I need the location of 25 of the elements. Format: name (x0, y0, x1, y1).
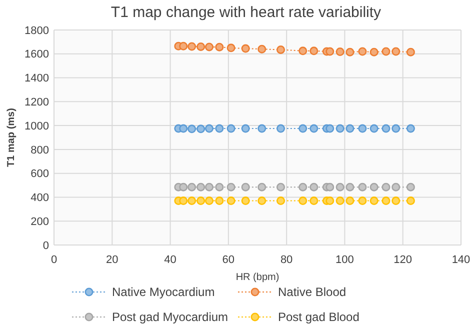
x-tick-label: 100 (336, 254, 354, 266)
y-tick-label: 1200 (24, 96, 49, 109)
x-tick-label: 60 (222, 254, 235, 266)
y-tick-label: 200 (30, 216, 49, 228)
y-tick-label: 0 (42, 240, 49, 252)
x-tick-label: 40 (164, 254, 176, 266)
x-tick-label: 80 (280, 254, 293, 266)
x-tick-label: 0 (50, 254, 58, 266)
x-tick-label: 140 (452, 254, 470, 266)
legend-label: Post gad Myocardium (112, 310, 228, 324)
y-tick-label: 1400 (24, 72, 49, 85)
chart-title: T1 map change with heart rate variability (110, 4, 382, 21)
y-tick-label: 400 (30, 192, 49, 204)
x-tick-label: 120 (394, 254, 412, 266)
y-tick-label: 600 (30, 168, 49, 180)
legend-label: Post gad Blood (278, 310, 360, 324)
y-axis-title: T1 map (ms) (6, 108, 17, 167)
y-tick-label: 1800 (24, 24, 49, 37)
legend-label: Native Myocardium (112, 285, 215, 300)
y-tick-label: 1000 (24, 120, 49, 132)
x-tick-label: 20 (106, 254, 118, 266)
y-tick-label: 800 (30, 144, 49, 156)
x-axis-title: HR (bpm) (236, 272, 280, 283)
legend-label: Native Blood (278, 285, 346, 300)
y-tick-label: 1600 (24, 48, 49, 61)
